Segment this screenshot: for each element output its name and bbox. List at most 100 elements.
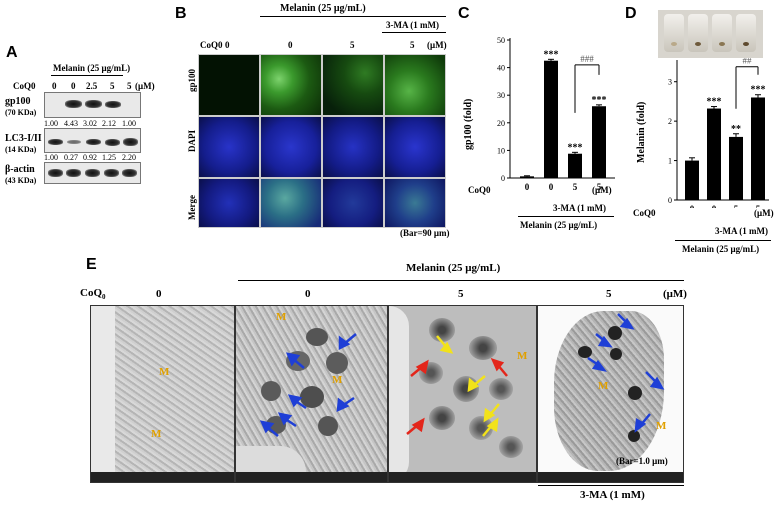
- em-marker: M: [276, 311, 287, 323]
- fluor-row-gp100: gp100: [187, 68, 197, 92]
- panel-d-treatment: Melanin (25 μg/mL): [682, 244, 760, 254]
- blot-size-lc3: (14 KDa): [5, 145, 37, 154]
- panel-e-inhibitor: 3-MA (1 mM): [580, 489, 645, 501]
- panel-c-letter: C: [458, 5, 470, 22]
- panel-e-treatment: Melanin (25 μg/mL): [406, 262, 501, 274]
- panel-a-coq0-label: CoQ0: [13, 81, 36, 91]
- em-arrows-blue-2: [587, 313, 665, 433]
- panel-d-coq0-label: CoQ0: [633, 208, 656, 218]
- quant-lc3-5: 2.20: [122, 153, 136, 162]
- significance-label: ***: [592, 95, 607, 106]
- fluor-dapi-3: [322, 116, 384, 178]
- panel-d-unit: (μM): [754, 208, 774, 218]
- bar: [707, 108, 721, 200]
- panel-a-dose-3: 2.5: [86, 81, 98, 91]
- y-tick-label: 10: [497, 146, 505, 155]
- em-marker: M: [598, 380, 609, 392]
- panel-a-dose-1: 0: [52, 81, 57, 91]
- x-tick-label: 5: [597, 182, 602, 190]
- panel-a-letter: A: [6, 44, 18, 61]
- em-arrows-blue: [259, 333, 357, 437]
- chart-c: 0 10 20 30 40 50 0 *** 0 *** 5 *** 5 ###: [497, 36, 615, 190]
- y-tick-label: 50: [497, 36, 505, 45]
- panel-a-treatment: Melanin (25 μg/mL): [53, 63, 131, 73]
- panel-c-coq0-label: CoQ0: [468, 185, 491, 195]
- fluor-dapi-1: [198, 116, 260, 178]
- blot-label-gp100: gp100: [5, 96, 31, 107]
- quant-lc3-2: 0.27: [64, 153, 78, 162]
- y-tick-label: 3: [668, 78, 672, 87]
- panel-c-inhibitor: 3-MA (1 mM): [553, 203, 606, 213]
- panel-d-inhibitor: 3-MA (1 mM): [715, 226, 768, 236]
- panel-b-dose-4: 5: [410, 40, 415, 50]
- panel-e-scale: (Bar=1.0 μm): [616, 456, 668, 466]
- fluor-gp100-1: [198, 54, 260, 116]
- panel-b-inhibitor: 3-MA (1 mM): [386, 20, 439, 30]
- blot-label-lc3: LC3-I/II: [5, 133, 42, 144]
- em-image-control: M M: [90, 305, 235, 483]
- bar: [544, 60, 558, 179]
- significance-label: ***: [707, 97, 722, 108]
- bar: [685, 160, 699, 200]
- panel-e-dose-1: 0: [156, 288, 162, 300]
- quant-lc3-1: 1.00: [44, 153, 58, 162]
- fluor-gp100-3: [322, 54, 384, 116]
- em-marker: M: [332, 374, 343, 386]
- blot-size-actin: (43 KDa): [5, 176, 37, 185]
- hash-label: ##: [743, 58, 753, 66]
- panel-a-unit: (μM): [135, 81, 155, 91]
- x-tick-label: 0: [549, 182, 554, 190]
- bar: [751, 97, 765, 200]
- panel-d-letter: D: [625, 5, 637, 22]
- panel-e-letter: E: [86, 256, 97, 273]
- quant-lc3-3: 0.92: [83, 153, 97, 162]
- x-tick-label: 5: [756, 204, 761, 208]
- fluor-gp100-4: [384, 54, 446, 116]
- chart-d: 0 1 2 3 0 *** 0 ** 5 *** 5 ##: [668, 58, 769, 208]
- x-tick-label: 5: [573, 182, 578, 190]
- significance-label: ***: [568, 142, 583, 153]
- panel-b-coq0-label: CoQ0: [200, 40, 223, 50]
- hash-label: ###: [580, 54, 594, 64]
- x-tick-label: 5: [734, 204, 739, 208]
- panel-e-dose-2: 0: [305, 288, 311, 300]
- em-arrows-mixed: [406, 335, 508, 437]
- fluor-merge-3: [322, 178, 384, 228]
- fluor-row-merge: Merge: [187, 195, 197, 220]
- bar: [520, 176, 534, 178]
- y-tick-label: 30: [497, 91, 505, 100]
- blot-lc3: [44, 128, 141, 153]
- fluor-dapi-4: [384, 116, 446, 178]
- bar: [592, 106, 606, 178]
- blot-size-gp100: (70 KDa): [5, 108, 37, 117]
- panel-a-dose-2: 0: [71, 81, 76, 91]
- quant-gp100-5: 1.00: [122, 119, 136, 128]
- panel-a-dose-4: 5: [110, 81, 115, 91]
- fluor-merge-1: [198, 178, 260, 228]
- bar: [729, 136, 743, 200]
- panel-b-dose-3: 5: [350, 40, 355, 50]
- em-marker: M: [656, 420, 667, 432]
- panel-e-coq0-label: CoQ0: [80, 287, 106, 302]
- panel-b-unit: (μM): [427, 40, 447, 50]
- y-tick-label: 0: [668, 196, 672, 205]
- quant-lc3-4: 1.25: [102, 153, 116, 162]
- panel-b-scale: (Bar=90 μm): [400, 228, 450, 238]
- panel-c-treatment: Melanin (25 μg/mL): [520, 220, 598, 230]
- blot-actin: [44, 162, 141, 184]
- x-tick-label: 0: [712, 204, 717, 208]
- panel-e-dose-4: 5: [606, 288, 612, 300]
- em-image-coq0: M: [388, 305, 537, 483]
- em-marker: M: [517, 350, 528, 362]
- fluor-merge-2: [260, 178, 322, 228]
- blot-gp100: [44, 92, 141, 118]
- significance-label: ***: [544, 49, 559, 60]
- fluor-dapi-2: [260, 116, 322, 178]
- bar: [568, 153, 582, 178]
- fluor-merge-4: [384, 178, 446, 228]
- em-marker: M: [159, 366, 170, 378]
- y-tick-label: 2: [668, 117, 672, 126]
- em-marker: M: [151, 428, 162, 440]
- y-tick-label: 1: [668, 157, 672, 166]
- em-image-melanin: M M: [235, 305, 388, 483]
